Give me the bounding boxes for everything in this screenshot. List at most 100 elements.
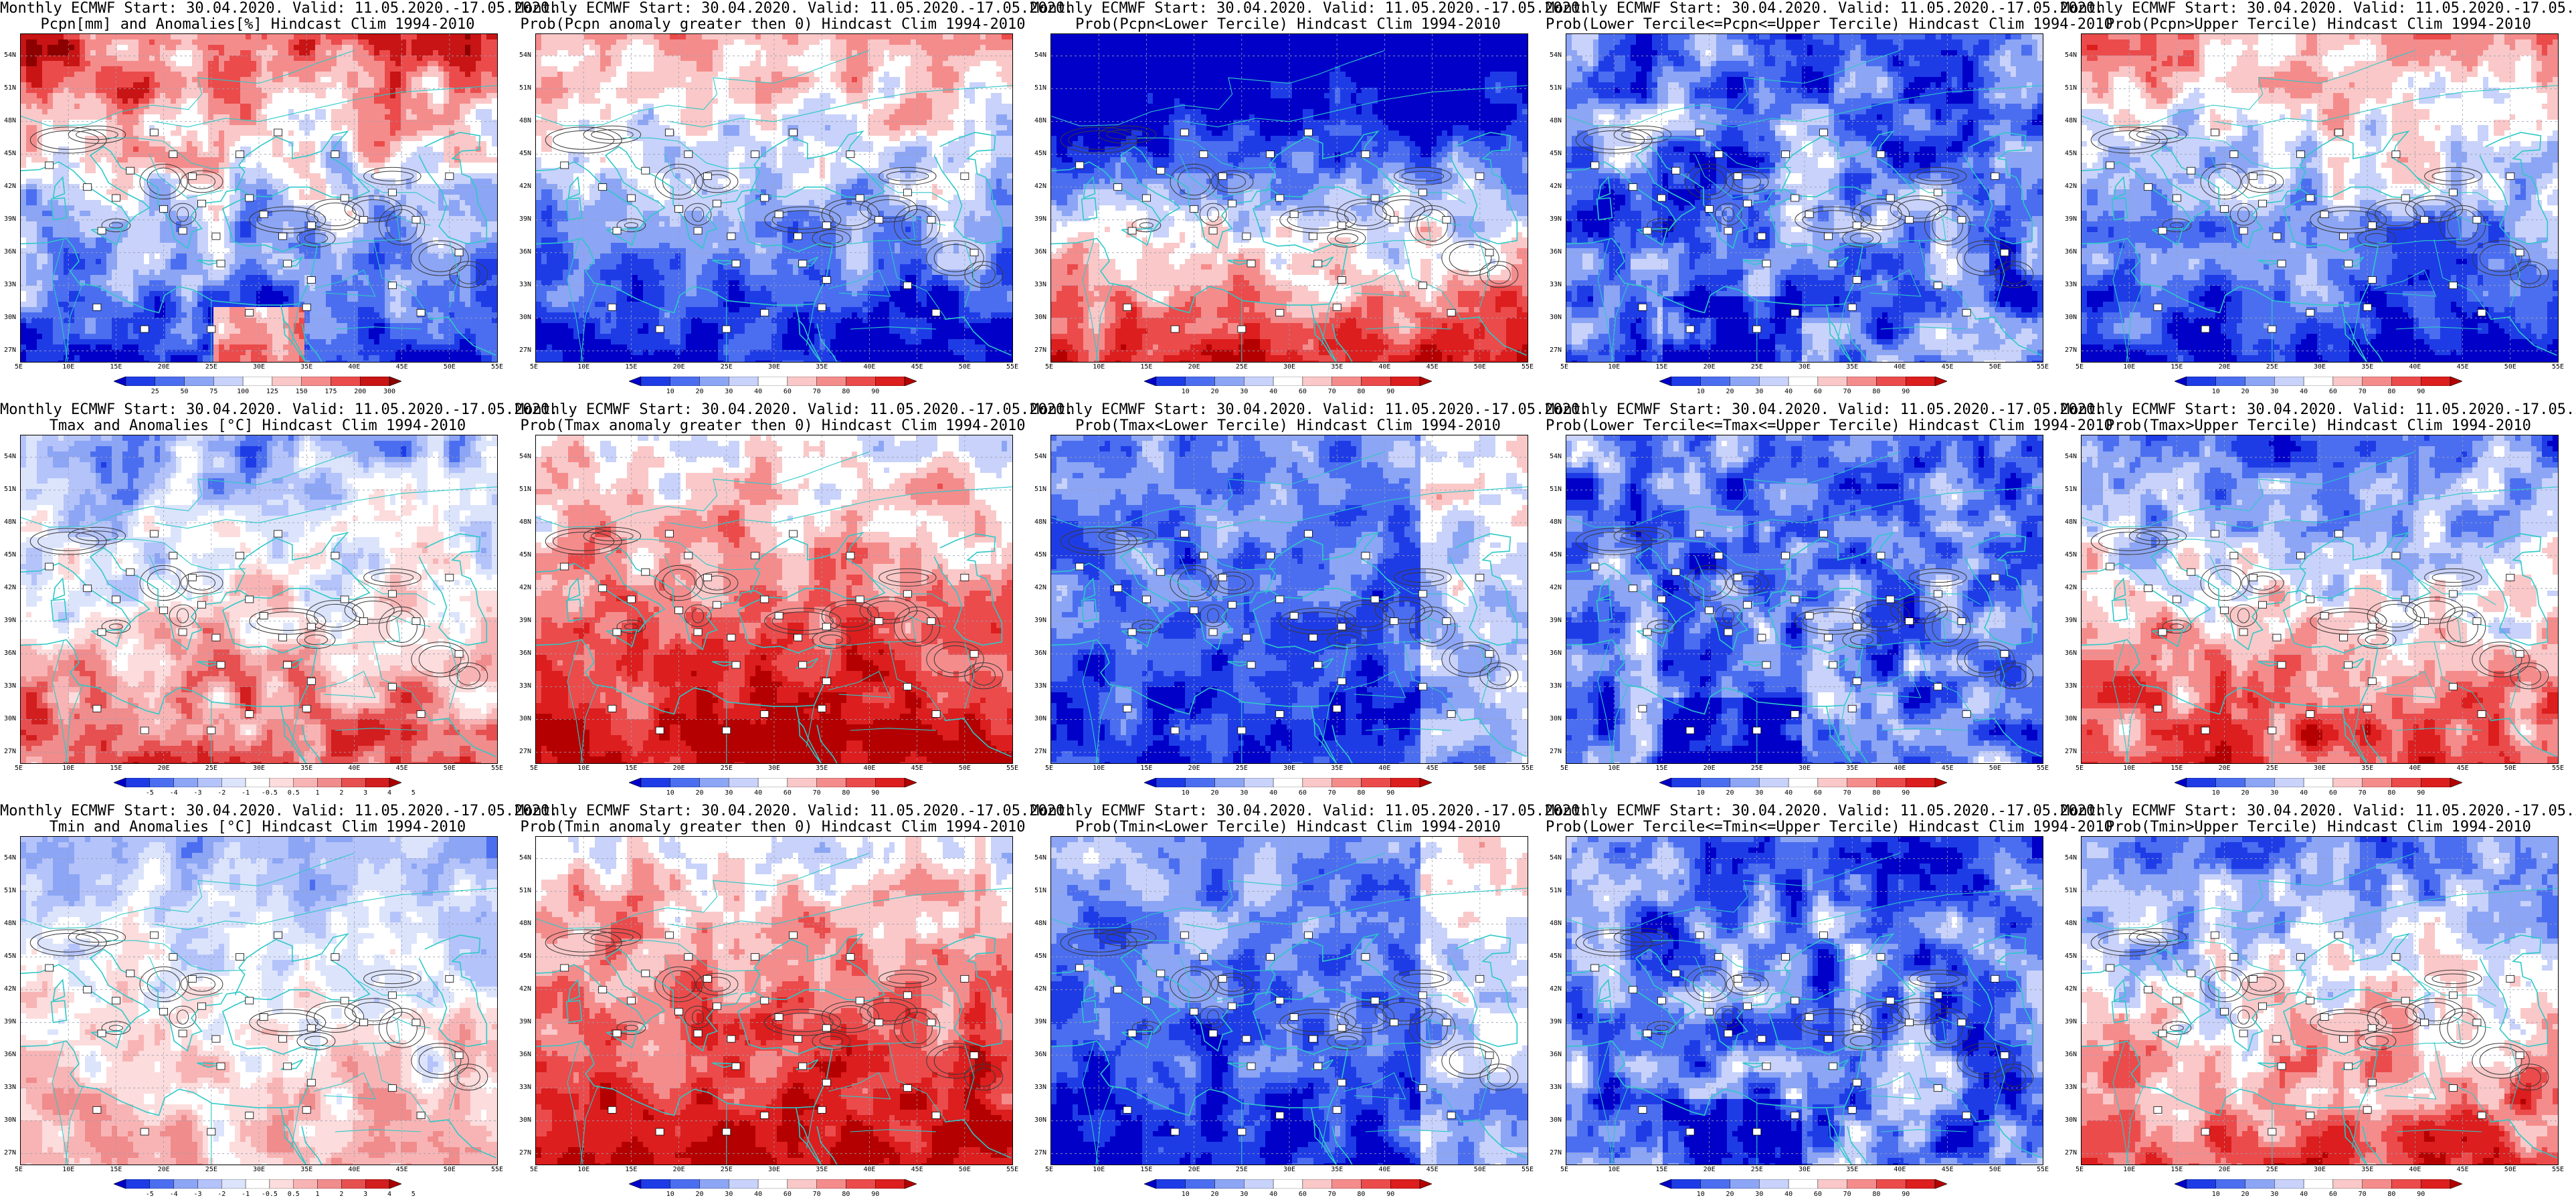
latitude-label: 33N xyxy=(1034,682,1050,690)
longitude-label: 50E xyxy=(2504,363,2516,371)
longitude-label: 30E xyxy=(2314,765,2326,772)
colorbar-label: 1 xyxy=(316,1191,320,1198)
longitude-label: 35E xyxy=(300,1166,312,1173)
colorbar-label: 70 xyxy=(1843,1191,1851,1198)
colorbar-label: 60 xyxy=(2329,388,2337,395)
colorbar xyxy=(1659,1179,1947,1189)
latitude-label: 54N xyxy=(1034,453,1050,460)
latitude-label: 33N xyxy=(2065,281,2081,288)
colorbar-label: -0.5 xyxy=(262,1191,278,1198)
latitude-label: 48N xyxy=(1550,117,1566,124)
latitude-label: 42N xyxy=(2065,985,2081,993)
longitude-label: 35E xyxy=(2361,765,2373,772)
colorbar-label: 2 xyxy=(339,1191,343,1198)
colorbar-label: 90 xyxy=(1386,789,1394,797)
latitude-label: 27N xyxy=(1550,346,1566,354)
latitude-label: 45N xyxy=(519,952,535,960)
colorbar-label: 150 xyxy=(296,388,308,395)
latitude-label: 36N xyxy=(1550,248,1566,256)
longitude-label: 25E xyxy=(1236,1166,1248,1173)
longitude-label: 35E xyxy=(300,363,312,371)
longitude-label: 40E xyxy=(863,1166,875,1173)
panel-title-line2: Prob(Tmax<Lower Tercile) Hindcast Clim 1… xyxy=(1030,417,1546,435)
latitude-label: 36N xyxy=(1550,649,1566,657)
longitude-label: 55E xyxy=(2037,1166,2049,1173)
panel-title-line2: Prob(Tmin>Upper Tercile) Hindcast Clim 1… xyxy=(2061,819,2576,836)
colorbar-label: 90 xyxy=(1902,1191,1910,1198)
map-panel-tmin-prob-lower: Monthly ECMWF Start: 30.04.2020. Valid: … xyxy=(1030,803,1546,1204)
map-area xyxy=(20,33,498,363)
forecast-field-map xyxy=(21,837,497,1165)
colorbar-label: -4 xyxy=(170,1191,178,1198)
longitude-label: 5E xyxy=(1560,363,1568,371)
latitude-label: 45N xyxy=(2065,952,2081,960)
latitude-label: 39N xyxy=(2065,215,2081,223)
latitude-label: 48N xyxy=(1034,920,1050,927)
latitude-label: 30N xyxy=(1550,314,1566,321)
latitude-label: 36N xyxy=(519,248,535,256)
latitude-label: 48N xyxy=(1550,920,1566,927)
colorbar-label: -5 xyxy=(146,789,154,797)
latitude-label: 45N xyxy=(1034,952,1050,960)
colorbar-label: 90 xyxy=(1902,388,1910,395)
longitude-label: 5E xyxy=(15,363,23,371)
colorbar-label: 40 xyxy=(754,1191,762,1198)
latitude-label: 42N xyxy=(1034,183,1050,190)
longitude-label: 55E xyxy=(2552,765,2564,772)
latitude-label: 39N xyxy=(1034,215,1050,223)
latitude-label: 54N xyxy=(519,52,535,59)
longitude-label: 45E xyxy=(2457,765,2469,772)
longitude-label: 15E xyxy=(110,1166,122,1173)
latitude-label: 54N xyxy=(4,52,20,59)
colorbar-label: 70 xyxy=(1328,789,1336,797)
latitude-label: 54N xyxy=(1034,52,1050,59)
latitude-label: 48N xyxy=(1034,117,1050,124)
map-area xyxy=(2081,836,2559,1165)
longitude-label: 40E xyxy=(863,765,875,772)
latitude-label: 33N xyxy=(519,682,535,690)
panel-title-line1: Monthly ECMWF Start: 30.04.2020. Valid: … xyxy=(2061,401,2576,419)
colorbar-label: 30 xyxy=(1240,388,1248,395)
panel-title-line1: Monthly ECMWF Start: 30.04.2020. Valid: … xyxy=(1030,401,1546,419)
longitude-label: 30E xyxy=(253,765,265,772)
latitude-label: 30N xyxy=(2065,314,2081,321)
longitude-label: 50E xyxy=(444,1166,456,1173)
latitude-label: 30N xyxy=(4,314,20,321)
colorbar xyxy=(114,778,401,787)
colorbar-label: 20 xyxy=(1211,1191,1219,1198)
longitude-label: 45E xyxy=(1427,1166,1439,1173)
latitude-label: 39N xyxy=(1034,617,1050,624)
colorbar-label: 10 xyxy=(666,789,674,797)
longitude-label: 35E xyxy=(1846,765,1858,772)
latitude-label: 54N xyxy=(2065,453,2081,460)
longitude-label: 55E xyxy=(2552,1166,2564,1173)
longitude-label: 30E xyxy=(253,363,265,371)
panel-title-line1: Monthly ECMWF Start: 30.04.2020. Valid: … xyxy=(1546,803,2061,820)
longitude-label: 5E xyxy=(530,363,538,371)
forecast-field-map xyxy=(536,837,1012,1165)
map-panel-pcpn-prob-middle: Monthly ECMWF Start: 30.04.2020. Valid: … xyxy=(1546,0,2061,401)
panel-title-line2: Prob(Pcpn>Upper Tercile) Hindcast Clim 1… xyxy=(2061,16,2576,33)
colorbar-label: 40 xyxy=(1784,789,1792,797)
latitude-label: 54N xyxy=(2065,52,2081,59)
longitude-label: 20E xyxy=(2219,363,2231,371)
latitude-label: 36N xyxy=(1034,1051,1050,1058)
latitude-label: 51N xyxy=(519,486,535,493)
colorbar-label: 90 xyxy=(1386,1191,1394,1198)
latitude-label: 42N xyxy=(519,584,535,591)
colorbar-label: 175 xyxy=(325,388,337,395)
panel-title-line2: Prob(Lower Tercile<=Pcpn<=Upper Tercile)… xyxy=(1546,16,2061,33)
latitude-label: 51N xyxy=(4,84,20,92)
latitude-label: 42N xyxy=(519,183,535,190)
colorbar-label: 40 xyxy=(1269,388,1277,395)
colorbar-label: 60 xyxy=(1299,789,1307,797)
latitude-label: 36N xyxy=(1550,1051,1566,1058)
latitude-label: 36N xyxy=(2065,248,2081,256)
forecast-field-map xyxy=(2082,837,2558,1165)
longitude-label: 55E xyxy=(1006,765,1018,772)
forecast-field-map xyxy=(1566,34,2043,362)
longitude-label: 35E xyxy=(1846,363,1858,371)
longitude-label: 40E xyxy=(1894,765,1906,772)
colorbar-label: 40 xyxy=(1784,388,1792,395)
colorbar-label: 60 xyxy=(784,388,792,395)
